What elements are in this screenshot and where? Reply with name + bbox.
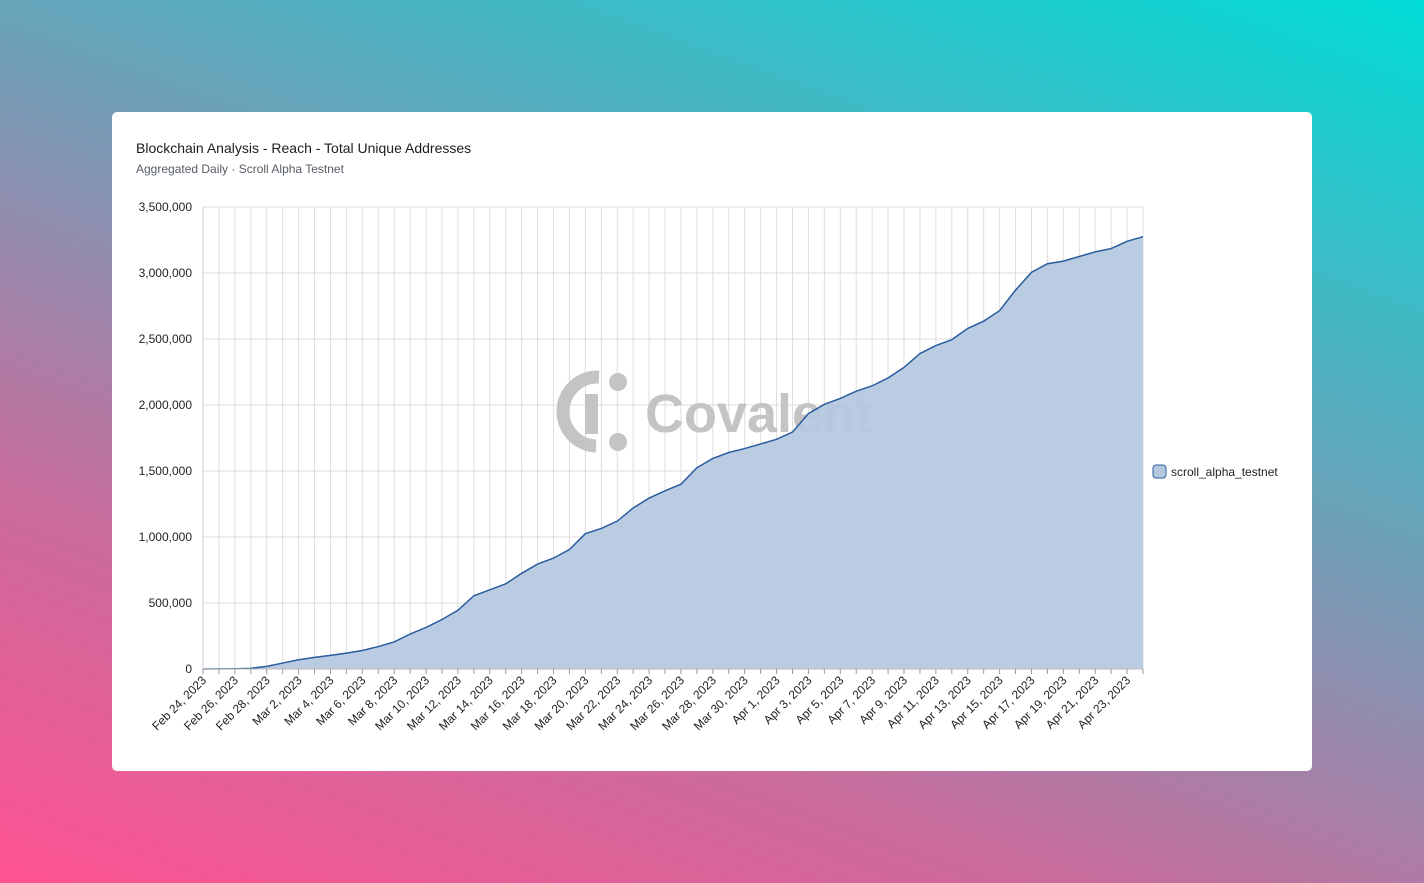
y-tick-label: 1,000,000 bbox=[139, 530, 193, 544]
series-line-scroll-alpha-testnet bbox=[202, 235, 1144, 670]
legend-swatch[interactable] bbox=[1152, 464, 1167, 479]
y-tick-label: 1,500,000 bbox=[139, 464, 193, 478]
y-tick-label: 0 bbox=[185, 662, 192, 676]
chart-card: Blockchain Analysis - Reach - Total Uniq… bbox=[112, 112, 1312, 771]
series-area-scroll-alpha-testnet bbox=[203, 236, 1143, 669]
chart-title: Blockchain Analysis - Reach - Total Uniq… bbox=[136, 140, 472, 156]
watermark-ring-icon bbox=[556, 370, 600, 453]
y-tick-label: 2,500,000 bbox=[139, 332, 193, 346]
y-tick-label: 3,000,000 bbox=[139, 266, 193, 280]
y-tick-label: 500,000 bbox=[149, 596, 193, 610]
chart-subtitle: Aggregated Daily · Scroll Alpha Testnet bbox=[136, 162, 344, 176]
y-tick-label: 2,000,000 bbox=[139, 398, 193, 412]
watermark-dot-icon bbox=[609, 433, 627, 451]
y-tick-label: 3,500,000 bbox=[139, 200, 193, 214]
watermark-bar-icon bbox=[585, 394, 598, 434]
watermark-dot-icon bbox=[609, 373, 627, 391]
area-chart: Covalent 0500,0001,000,0001,500,0002,000… bbox=[139, 200, 1279, 733]
legend-label[interactable]: scroll_alpha_testnet bbox=[1171, 465, 1278, 479]
legend[interactable]: scroll_alpha_testnet bbox=[1152, 464, 1278, 479]
y-axis: 0 500,000 1,000,000 1,500,000 2,000,000 2,500… bbox=[139, 200, 204, 676]
